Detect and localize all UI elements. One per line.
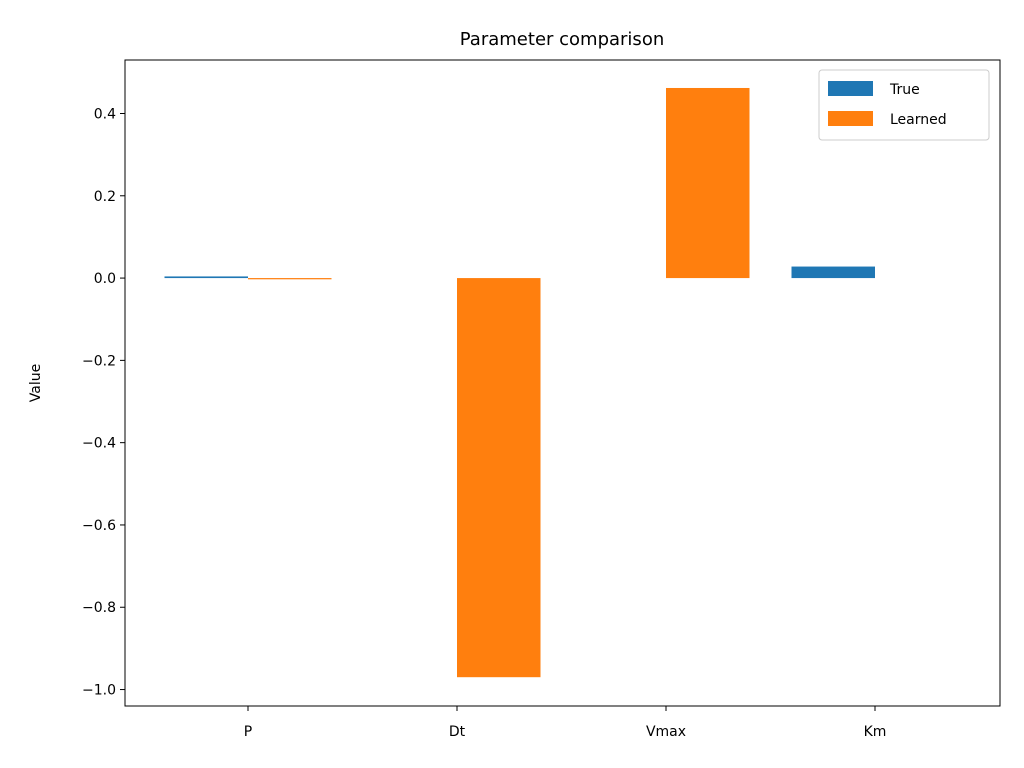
- bar-learned-vmax: [666, 87, 750, 279]
- x-tick-label: P: [244, 724, 252, 740]
- plot-area-frame: [124, 59, 1001, 707]
- y-tick-label: −0.6: [82, 518, 116, 534]
- y-tick-label: −1.0: [82, 683, 116, 699]
- bar-learned-dt: [457, 278, 541, 678]
- y-tick-label: 0.0: [94, 271, 116, 287]
- y-tick-label: 0.2: [94, 189, 116, 205]
- chart-title: Parameter comparison: [460, 29, 664, 50]
- bar-true-p: [164, 276, 248, 279]
- bar-learned-p: [248, 278, 332, 280]
- y-ticks-group: 0.4 0.2 0.0 −0.2 −0.4 −0.6 −0.8 −1.0: [82, 106, 125, 699]
- y-tick-label: 0.4: [94, 106, 116, 122]
- bars-group: [164, 87, 875, 678]
- y-tick-label: −0.2: [82, 353, 116, 369]
- legend-swatch-learned: [828, 111, 873, 126]
- y-tick-label: −0.4: [82, 436, 116, 452]
- legend-box: [818, 69, 990, 141]
- bar-true-km: [791, 266, 875, 279]
- x-ticks-group: P Dt Vmax Km: [244, 706, 887, 740]
- x-tick-label: Vmax: [646, 724, 686, 740]
- legend-swatch-true: [828, 81, 873, 96]
- y-tick-label: −0.8: [82, 600, 116, 616]
- x-tick-label: Km: [864, 724, 887, 740]
- legend-label-learned: Learned: [890, 112, 947, 128]
- x-tick-label: Dt: [449, 724, 466, 740]
- y-axis-label: Value: [28, 364, 44, 402]
- legend-label-true: True: [889, 82, 920, 98]
- legend: True Learned: [818, 69, 990, 141]
